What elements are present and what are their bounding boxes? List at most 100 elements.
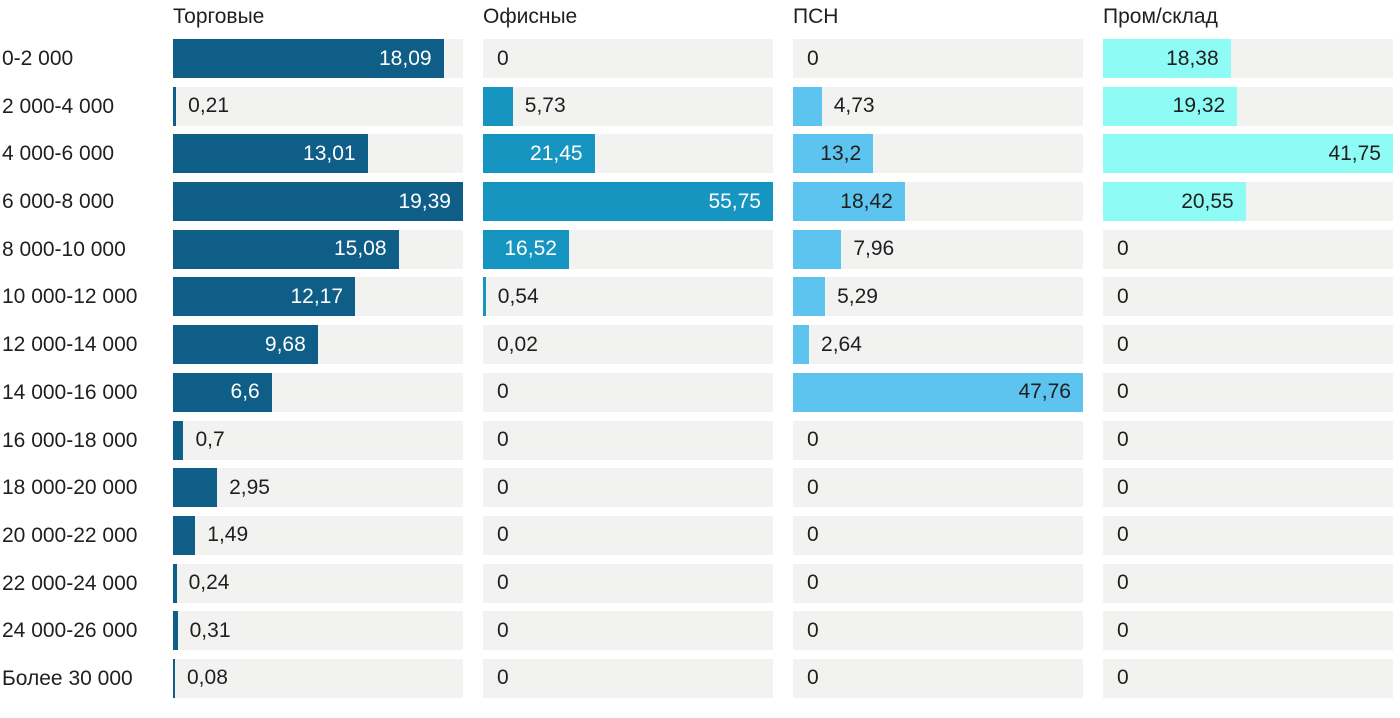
bar[interactable] [793, 86, 822, 126]
bar-track: 0,02 [483, 325, 773, 365]
bar[interactable] [173, 277, 356, 317]
bar-track: 0 [793, 658, 1083, 698]
bar-track: 0 [483, 563, 773, 603]
bar[interactable] [483, 134, 595, 174]
bar-value-label: 0,21 [188, 94, 230, 118]
bar-track: 6,6 [173, 372, 463, 412]
bar-value-label: 0,02 [497, 332, 538, 356]
bar[interactable] [483, 182, 773, 222]
row-label: 4 000-6 000 [2, 142, 115, 166]
bar-value-label: 18,38 [1166, 46, 1219, 70]
bar-value-label: 0 [497, 571, 509, 595]
bar-value-label: 0 [1117, 237, 1129, 261]
bar-value-label: 20,55 [1181, 189, 1234, 213]
row-label: 0-2 000 [2, 47, 74, 70]
chart-row: Более 30 000 0,08 0 0 0 [0, 658, 1400, 698]
bar[interactable] [173, 372, 272, 412]
bar[interactable] [1103, 134, 1393, 174]
bar-value-label: 0 [497, 666, 509, 690]
bar-value-label: 13,2 [820, 141, 862, 165]
chart-row: 6 000-8 000 19,39 55,75 18,42 20,55 [0, 182, 1400, 222]
bar[interactable] [173, 563, 177, 603]
bar[interactable] [793, 134, 874, 174]
bar-track: 19,39 [173, 182, 463, 222]
bar[interactable] [173, 86, 177, 126]
row-label: 14 000-16 000 [2, 380, 138, 404]
bar[interactable] [483, 86, 513, 126]
bar-track: 12,17 [173, 277, 463, 317]
bar-track: 13,01 [173, 134, 463, 174]
bar-track: 0,54 [483, 277, 773, 317]
bar-value-label: 0 [1117, 332, 1129, 356]
bar-track: 0 [1103, 229, 1393, 269]
bar[interactable] [793, 229, 842, 269]
bar-track: 0 [793, 468, 1083, 508]
bar-value-label: 4,73 [833, 94, 875, 118]
bar[interactable] [173, 515, 196, 555]
row-label: 8 000-10 000 [2, 237, 126, 261]
bar-track: 0 [483, 658, 773, 698]
bar-track: 0 [483, 515, 773, 555]
bar-track: 0 [1103, 563, 1393, 603]
bar-chart: Торговые Офисные ПСН Пром/склад 0-2 000 1… [0, 4, 1400, 698]
bar[interactable] [793, 182, 905, 222]
bar-track: 0 [793, 611, 1083, 651]
bar-value-label: 0 [807, 666, 819, 690]
bar-track: 0 [483, 420, 773, 460]
bar[interactable] [793, 325, 810, 365]
bar[interactable] [173, 611, 178, 651]
bar-value-label: 0 [497, 523, 509, 547]
bar[interactable] [173, 229, 399, 269]
bar-track: 13,2 [793, 134, 1083, 174]
bar-value-label: 19,39 [398, 189, 451, 213]
bar-track: 0 [1103, 515, 1393, 555]
bar[interactable] [173, 134, 368, 174]
bar-track: 0,21 [173, 86, 463, 126]
bar-value-label: 2,64 [821, 332, 862, 356]
bar-value-label: 0 [497, 380, 509, 404]
column-header-torgovye: Торговые [173, 5, 265, 28]
column-header-ofisnye: Офисные [483, 5, 578, 28]
bar-value-label: 0 [807, 475, 819, 499]
bar-track: 41,75 [1103, 134, 1393, 174]
bar-value-label: 5,73 [524, 94, 566, 118]
row-label: 22 000-24 000 [2, 571, 138, 595]
bar-track: 0 [483, 468, 773, 508]
bar-track: 0 [1103, 277, 1393, 317]
bar[interactable] [173, 182, 463, 222]
bar-value-label: 55,75 [708, 189, 761, 213]
bar-track: 18,09 [173, 39, 463, 78]
bar-value-label: 0 [807, 523, 819, 547]
row-label: 20 000-22 000 [2, 523, 138, 547]
chart-header-row: Торговые Офисные ПСН Пром/склад [0, 4, 1400, 30]
bar[interactable] [173, 658, 175, 698]
bar[interactable] [1103, 182, 1246, 222]
bar-value-label: 0 [497, 475, 509, 499]
column-header-psn: ПСН [793, 5, 839, 28]
bar-track: 2,64 [793, 325, 1083, 365]
bar-track: 1,49 [173, 515, 463, 555]
row-label: 16 000-18 000 [2, 428, 138, 452]
row-label: Более 30 000 [2, 666, 133, 690]
bar-track: 19,32 [1103, 86, 1393, 126]
bar-track: 0 [793, 515, 1083, 555]
bar-value-label: 0 [1117, 618, 1129, 642]
bar[interactable] [483, 277, 486, 317]
bar[interactable] [173, 468, 218, 508]
bar[interactable] [173, 420, 184, 460]
bar-value-label: 0 [497, 428, 509, 451]
bar-track: 21,45 [483, 134, 773, 174]
bar[interactable] [173, 325, 318, 365]
bar[interactable] [1103, 39, 1231, 78]
bar-value-label: 0 [497, 618, 509, 642]
bar-track: 18,38 [1103, 39, 1393, 78]
bar[interactable] [1103, 86, 1238, 126]
bar-value-label: 0 [1117, 475, 1129, 499]
bar[interactable] [483, 229, 569, 269]
bar[interactable] [793, 372, 1083, 412]
bar[interactable] [173, 39, 444, 78]
bar-track: 0,08 [173, 658, 463, 698]
bar-track: 20,55 [1103, 182, 1393, 222]
bar[interactable] [793, 277, 826, 317]
bar-track: 0 [483, 611, 773, 651]
